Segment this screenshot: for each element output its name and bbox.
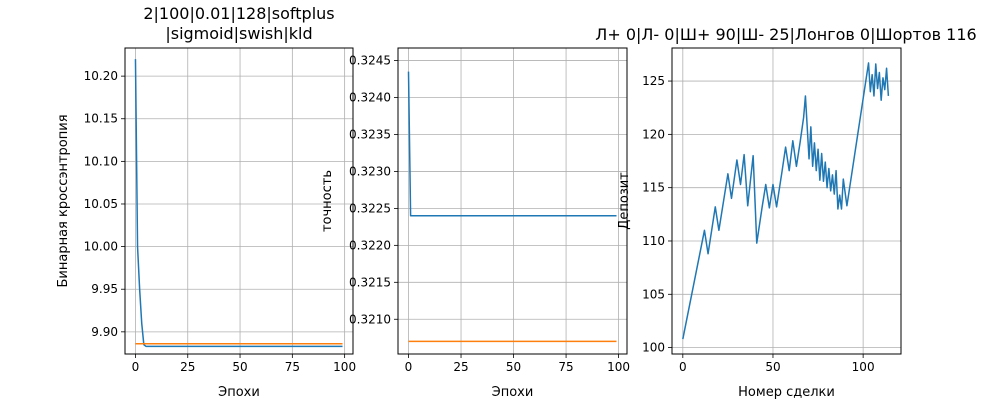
y-tick-label: 0.3245 bbox=[349, 54, 391, 68]
x-tick-label: 0 bbox=[132, 360, 140, 374]
x-tick-label: 75 bbox=[285, 360, 300, 374]
chart-title: Л+ 0|Л- 0|Ш+ 90|Ш- 25|Лонгов 0|Шортов 11… bbox=[595, 25, 976, 44]
chart-panel-2: 0 25 50 75 100 0.3210 0.3215 0.3220 0.3225 0.3230… bbox=[320, 47, 630, 400]
y-tick-label: 9.90 bbox=[91, 325, 118, 339]
x-tick-label: 25 bbox=[453, 360, 468, 374]
axes-frame bbox=[671, 47, 902, 355]
y-tick-label: 10.20 bbox=[84, 69, 118, 83]
x-tick-label: 50 bbox=[232, 360, 247, 374]
x-tick-label: 50 bbox=[765, 360, 780, 374]
x-tick-label: 100 bbox=[852, 360, 875, 374]
y-tick-label: 10.15 bbox=[84, 112, 118, 126]
x-axis-label: Номер сделки bbox=[738, 385, 835, 400]
x-tick-label: 100 bbox=[333, 360, 356, 374]
y-tick-label: 10.10 bbox=[84, 154, 118, 168]
series-line-1 bbox=[134, 59, 343, 348]
series-line-1 bbox=[682, 62, 890, 340]
y-tick-label: 0.3225 bbox=[349, 201, 391, 215]
y-axis-label: Депозит bbox=[617, 172, 632, 230]
axes-frame bbox=[397, 47, 628, 355]
x-axis-label: Эпохи bbox=[218, 385, 260, 400]
y-tick-label: 0.3240 bbox=[349, 91, 391, 105]
y-tick-label: 0.3235 bbox=[349, 127, 391, 141]
y-tick-label: 0.3215 bbox=[349, 275, 391, 289]
x-tick-label: 25 bbox=[180, 360, 195, 374]
y-tick-label: 100 bbox=[642, 341, 665, 355]
y-tick-label: 0.3210 bbox=[349, 312, 391, 326]
y-tick-label: 0.3230 bbox=[349, 164, 391, 178]
chart-title: 2|100|0.01|128|softplus bbox=[143, 4, 334, 23]
x-axis-label: Эпохи bbox=[492, 385, 534, 400]
y-tick-label: 120 bbox=[642, 127, 665, 141]
y-tick-label: 10.00 bbox=[84, 240, 118, 254]
y-tick-label: 9.95 bbox=[91, 282, 118, 296]
y-tick-label: 10.05 bbox=[84, 197, 118, 211]
y-tick-label: 0.3220 bbox=[349, 238, 391, 252]
chart-panel-3: 0 50 100 100 105 110 115 120 125 Номер сделки Депо… bbox=[595, 25, 976, 400]
y-tick-label: 105 bbox=[642, 287, 665, 301]
y-tick-label: 125 bbox=[642, 74, 665, 88]
x-tick-label: 0 bbox=[679, 360, 687, 374]
x-tick-label: 100 bbox=[607, 360, 630, 374]
series-line-1 bbox=[407, 71, 617, 217]
x-tick-label: 50 bbox=[506, 360, 521, 374]
x-tick-label: 0 bbox=[405, 360, 413, 374]
chart-title: |sigmoid|swish|kld bbox=[165, 24, 312, 43]
axes-frame bbox=[124, 47, 354, 355]
y-tick-label: 110 bbox=[642, 234, 665, 248]
x-tick-label: 75 bbox=[558, 360, 573, 374]
y-tick-label: 115 bbox=[642, 181, 665, 195]
y-axis-label: Бинарная кроссэнтропия bbox=[56, 114, 71, 287]
chart-panel-1: 0 25 50 75 100 9.90 9.95 10.00 10.05 10.10 10.15 10… bbox=[56, 4, 356, 400]
y-axis-label: точность bbox=[320, 170, 335, 232]
